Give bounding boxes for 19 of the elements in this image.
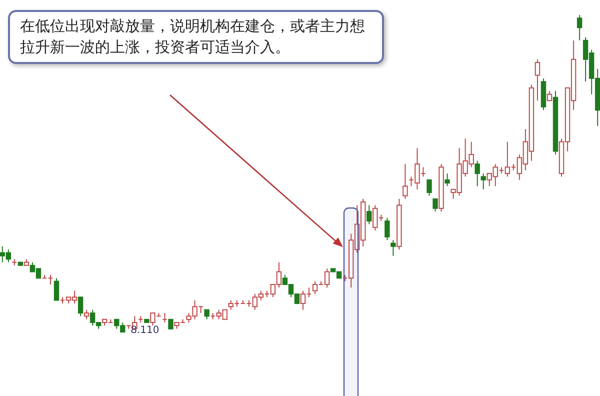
candlestick xyxy=(78,296,84,317)
candlestick xyxy=(576,14,582,41)
candlestick xyxy=(474,160,480,187)
candlestick xyxy=(366,204,372,225)
candlestick xyxy=(432,198,438,212)
candlestick xyxy=(168,318,174,330)
candlestick xyxy=(444,173,450,187)
candlestick xyxy=(390,240,396,256)
candlestick xyxy=(384,217,390,241)
candlestick xyxy=(84,309,90,320)
candlestick xyxy=(546,90,552,102)
candlestick xyxy=(204,309,210,320)
candlestick xyxy=(426,179,432,196)
annotation: 在低位出现对敲放量，说明机构在建仓，或者主力想拉升新一波的上涨，投资者可适当介入。 xyxy=(8,10,384,64)
annotation: 8.110 xyxy=(130,325,160,336)
candlestick xyxy=(480,173,486,190)
candlestick xyxy=(54,278,60,301)
candlestick xyxy=(402,163,408,200)
candlestick xyxy=(534,58,540,102)
